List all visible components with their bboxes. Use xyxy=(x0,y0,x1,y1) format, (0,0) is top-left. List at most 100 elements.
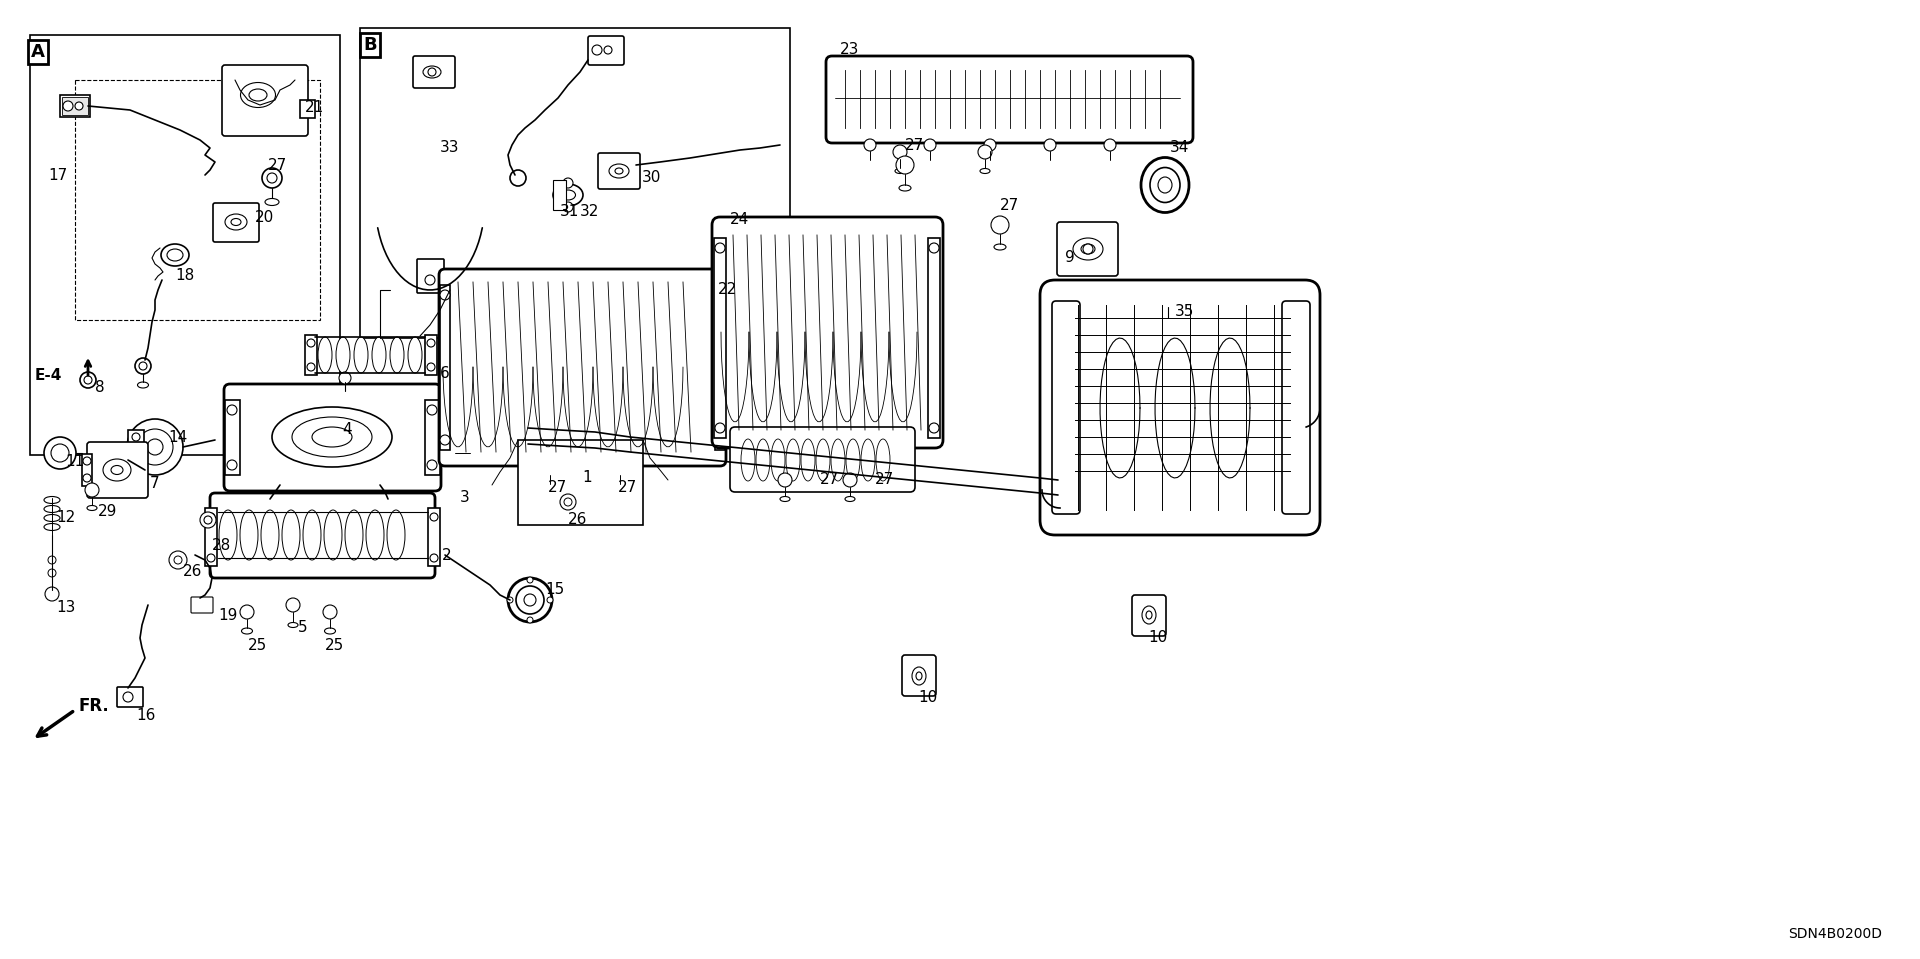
Text: 19: 19 xyxy=(219,607,238,622)
Circle shape xyxy=(843,473,856,487)
FancyBboxPatch shape xyxy=(902,655,937,696)
Ellipse shape xyxy=(509,578,553,622)
Ellipse shape xyxy=(240,82,275,107)
Ellipse shape xyxy=(44,505,60,512)
Circle shape xyxy=(428,68,436,76)
Ellipse shape xyxy=(756,439,770,481)
Text: B: B xyxy=(363,36,376,54)
Bar xyxy=(129,430,144,465)
Ellipse shape xyxy=(261,510,278,560)
Text: 16: 16 xyxy=(136,708,156,722)
Text: 8: 8 xyxy=(94,381,104,395)
Text: 27: 27 xyxy=(904,137,924,152)
Ellipse shape xyxy=(772,439,785,481)
Text: 1: 1 xyxy=(582,471,591,485)
Circle shape xyxy=(207,513,215,521)
Ellipse shape xyxy=(524,594,536,606)
Ellipse shape xyxy=(1142,606,1156,624)
Ellipse shape xyxy=(288,622,298,627)
Circle shape xyxy=(307,363,315,371)
Bar xyxy=(300,100,315,118)
Ellipse shape xyxy=(219,510,236,560)
Circle shape xyxy=(227,405,236,415)
Bar xyxy=(428,508,440,566)
Text: 15: 15 xyxy=(545,582,564,597)
Text: 22: 22 xyxy=(718,283,737,297)
FancyBboxPatch shape xyxy=(117,687,142,707)
Text: 7: 7 xyxy=(150,476,159,490)
Text: 27: 27 xyxy=(876,473,895,487)
Ellipse shape xyxy=(561,190,576,200)
Text: 11: 11 xyxy=(65,455,84,470)
Bar xyxy=(440,285,449,450)
Ellipse shape xyxy=(847,439,860,481)
Circle shape xyxy=(83,474,90,482)
Ellipse shape xyxy=(553,184,584,206)
Ellipse shape xyxy=(614,168,622,174)
Circle shape xyxy=(323,605,338,619)
Text: FR.: FR. xyxy=(79,697,109,715)
FancyBboxPatch shape xyxy=(826,56,1192,143)
Circle shape xyxy=(991,216,1010,234)
Circle shape xyxy=(526,617,534,623)
Circle shape xyxy=(52,444,69,462)
Circle shape xyxy=(84,483,100,497)
Text: A: A xyxy=(31,43,44,61)
Ellipse shape xyxy=(407,337,422,373)
Ellipse shape xyxy=(916,672,922,680)
Circle shape xyxy=(63,101,73,111)
FancyBboxPatch shape xyxy=(712,217,943,448)
Bar xyxy=(205,508,217,566)
Ellipse shape xyxy=(324,510,342,560)
Ellipse shape xyxy=(346,510,363,560)
Ellipse shape xyxy=(138,382,148,388)
Circle shape xyxy=(169,551,186,569)
Circle shape xyxy=(929,423,939,433)
Ellipse shape xyxy=(1150,168,1181,202)
Circle shape xyxy=(543,461,557,475)
Circle shape xyxy=(591,45,603,55)
Text: 5: 5 xyxy=(298,620,307,636)
Circle shape xyxy=(430,554,438,562)
Circle shape xyxy=(81,372,96,388)
Circle shape xyxy=(983,139,996,151)
Ellipse shape xyxy=(845,497,854,502)
Text: 27: 27 xyxy=(820,473,839,487)
Circle shape xyxy=(977,145,993,159)
Ellipse shape xyxy=(912,667,925,685)
FancyBboxPatch shape xyxy=(1058,222,1117,276)
Bar xyxy=(75,80,321,320)
Ellipse shape xyxy=(1081,244,1094,254)
Bar xyxy=(424,400,440,475)
FancyBboxPatch shape xyxy=(1283,301,1309,514)
Text: 10: 10 xyxy=(1148,630,1167,645)
Text: 14: 14 xyxy=(169,431,188,446)
Circle shape xyxy=(148,439,163,455)
FancyBboxPatch shape xyxy=(1041,280,1321,535)
Circle shape xyxy=(123,692,132,702)
Circle shape xyxy=(204,516,211,524)
Circle shape xyxy=(1160,289,1177,307)
FancyBboxPatch shape xyxy=(1133,595,1165,636)
Circle shape xyxy=(1104,139,1116,151)
Ellipse shape xyxy=(780,497,789,502)
Circle shape xyxy=(564,498,572,506)
Text: 21: 21 xyxy=(305,101,324,115)
Ellipse shape xyxy=(979,169,991,174)
Circle shape xyxy=(714,423,726,433)
Ellipse shape xyxy=(831,439,845,481)
Bar xyxy=(927,238,941,438)
Circle shape xyxy=(44,437,77,469)
Circle shape xyxy=(307,339,315,347)
Circle shape xyxy=(426,460,438,470)
Circle shape xyxy=(138,362,148,370)
Circle shape xyxy=(430,513,438,521)
Ellipse shape xyxy=(609,164,630,178)
Circle shape xyxy=(511,170,526,186)
Circle shape xyxy=(426,339,436,347)
Ellipse shape xyxy=(86,505,98,510)
Ellipse shape xyxy=(230,219,242,225)
Text: 9: 9 xyxy=(1066,250,1075,266)
Ellipse shape xyxy=(225,214,248,230)
FancyBboxPatch shape xyxy=(209,493,436,578)
